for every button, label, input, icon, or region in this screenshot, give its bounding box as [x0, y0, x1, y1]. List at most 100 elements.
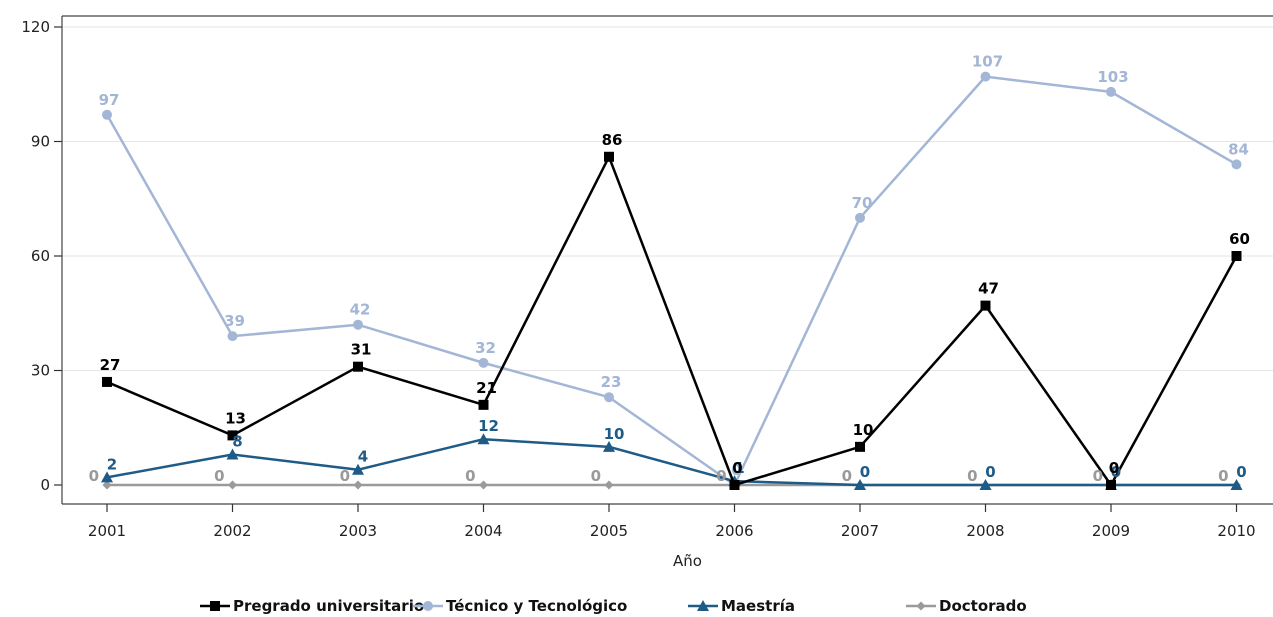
data-point-doctorado — [479, 480, 488, 490]
data-point-maestria — [477, 433, 490, 445]
legend-label-pregrado-universitario: Pregrado universitario — [233, 597, 424, 615]
data-point-tecnico-y-tecnologico — [1231, 159, 1242, 170]
data-point-tecnico-y-tecnologico — [353, 319, 363, 330]
data-label-pregrado-universitario: 27 — [100, 356, 121, 374]
data-label-doctorado: 0 — [591, 467, 601, 485]
x-tick-label: 2002 — [213, 522, 251, 540]
data-point-pregrado-universitario — [1106, 480, 1116, 490]
data-point-maestria — [352, 463, 364, 475]
x-tick-label: 2007 — [841, 522, 879, 540]
data-label-maestria: 0 — [985, 463, 995, 481]
data-label-pregrado-universitario: 60 — [1229, 230, 1250, 248]
data-label-maestria: 0 — [1236, 463, 1246, 481]
data-label-tecnico-y-tecnologico: 107 — [972, 53, 1003, 71]
data-label-maestria: 0 — [1111, 463, 1121, 481]
legend-item-pregrado-universitario: Pregrado universitario — [200, 597, 424, 615]
data-label-pregrado-universitario: 86 — [602, 131, 623, 149]
data-label-pregrado-universitario: 47 — [978, 280, 999, 298]
legend-marker-maestria — [697, 600, 709, 611]
data-point-doctorado — [228, 480, 237, 490]
y-tick-label: 30 — [31, 362, 50, 380]
data-point-maestria — [101, 471, 113, 483]
data-point-tecnico-y-tecnologico — [855, 212, 865, 223]
data-point-pregrado-universitario — [227, 430, 238, 441]
legend-item-tecnico-y-tecnologico: Técnico y Tecnológico — [413, 597, 627, 615]
data-label-pregrado-universitario: 10 — [853, 421, 874, 439]
data-label-doctorado: 0 — [340, 467, 350, 485]
x-axis-title: Año — [673, 552, 702, 570]
y-tick-label: 120 — [21, 18, 50, 36]
data-point-pregrado-universitario — [353, 361, 363, 372]
data-point-maestria — [226, 448, 239, 460]
data-label-doctorado: 0 — [967, 467, 977, 485]
data-point-tecnico-y-tecnologico — [227, 331, 238, 342]
x-tick-label: 2010 — [1217, 522, 1255, 540]
data-point-pregrado-universitario — [1231, 251, 1242, 261]
data-label-doctorado: 0 — [1093, 467, 1103, 485]
data-point-tecnico-y-tecnologico — [102, 109, 112, 120]
x-tick-label: 2001 — [88, 522, 126, 540]
data-point-pregrado-universitario — [102, 376, 112, 387]
data-point-tecnico-y-tecnologico — [478, 357, 489, 368]
series — [101, 71, 1243, 490]
data-label-maestria: 2 — [107, 455, 117, 473]
x-tick-label: 2003 — [339, 522, 377, 540]
legend-marker-pregrado-universitario — [210, 601, 220, 611]
x-tick-label: 2006 — [715, 522, 753, 540]
x-tick-label: 2008 — [966, 522, 1004, 540]
data-label-pregrado-universitario: 13 — [225, 409, 246, 427]
data-point-maestria — [1230, 479, 1243, 490]
data-label-tecnico-y-tecnologico: 23 — [601, 373, 622, 391]
data-label-tecnico-y-tecnologico: 39 — [224, 312, 245, 330]
data-label-doctorado: 0 — [214, 467, 224, 485]
data-label-maestria: 12 — [478, 417, 499, 435]
data-label-pregrado-universitario: 31 — [351, 341, 372, 359]
data-point-maestria — [603, 440, 615, 452]
data-point-tecnico-y-tecnologico — [604, 392, 614, 403]
data-point-pregrado-universitario — [604, 151, 614, 162]
data-label-pregrado-universitario: 0 — [1109, 459, 1119, 477]
y-tick-label: 60 — [31, 247, 50, 265]
data-point-doctorado — [102, 480, 112, 490]
legend-label-tecnico-y-tecnologico: Técnico y Tecnológico — [446, 597, 627, 615]
data-label-maestria: 1 — [734, 459, 744, 477]
data-point-pregrado-universitario — [980, 300, 991, 311]
series-line-tecnico-y-tecnologico — [105, 75, 1238, 487]
data-label-doctorado: 0 — [465, 467, 475, 485]
data-label-tecnico-y-tecnologico: 42 — [350, 301, 371, 319]
data-point-pregrado-universitario — [855, 441, 865, 452]
data-point-maestria — [979, 479, 992, 490]
x-tick-label: 2005 — [590, 522, 628, 540]
legend-item-maestria: Maestría — [688, 597, 795, 615]
data-label-maestria: 0 — [860, 463, 870, 481]
data-label-maestria: 4 — [358, 448, 368, 466]
legend-marker-doctorado — [916, 601, 926, 611]
legend: Pregrado universitario Técnico y Tecnológ… — [200, 597, 1027, 615]
gridlines — [62, 26, 1273, 371]
data-point-doctorado — [353, 480, 363, 490]
data-point-tecnico-y-tecnologico — [980, 71, 991, 82]
data-label-tecnico-y-tecnologico: 0 — [731, 461, 741, 479]
series-pregrado-universitario — [102, 151, 1242, 490]
y-tick-label: 0 — [40, 476, 50, 494]
data-point-pregrado-universitario — [729, 480, 740, 490]
legend-marker-tecnico-y-tecnologico — [423, 601, 433, 611]
data-point-maestria — [854, 479, 866, 490]
data-point-tecnico-y-tecnologico — [1106, 86, 1116, 97]
data-point-pregrado-universitario — [478, 399, 489, 410]
data-label-tecnico-y-tecnologico: 32 — [475, 339, 496, 357]
data-label-doctorado: 0 — [89, 467, 99, 485]
legend-label-doctorado: Doctorado — [939, 597, 1027, 615]
data-label-doctorado: 0 — [716, 467, 726, 485]
data-point-doctorado — [604, 480, 614, 490]
x-tick-label: 2004 — [464, 522, 502, 540]
data-label-tecnico-y-tecnologico: 103 — [1097, 68, 1128, 86]
data-label-pregrado-universitario: 21 — [476, 379, 497, 397]
series-line-maestria — [106, 437, 1237, 487]
data-label-pregrado-universitario: 0 — [732, 459, 742, 477]
y-tick-label: 90 — [31, 133, 50, 151]
